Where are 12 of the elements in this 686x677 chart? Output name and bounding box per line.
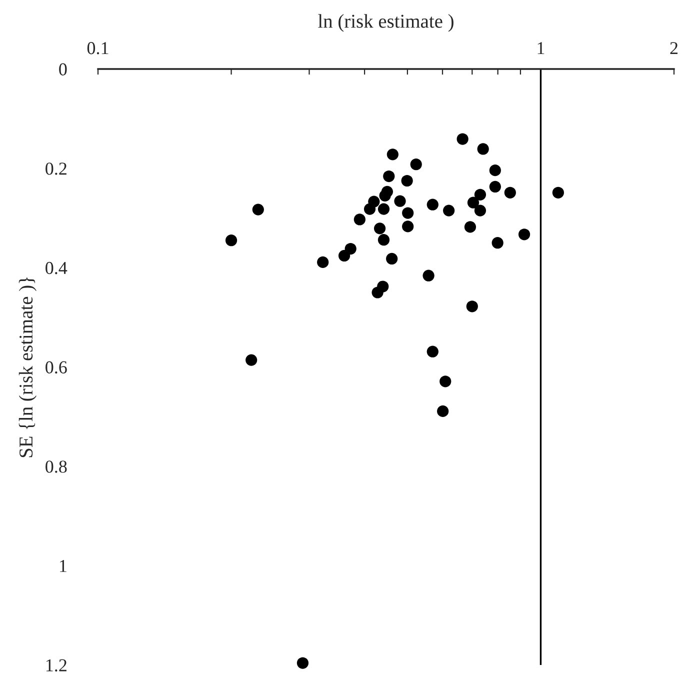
x-tick-label: 2 (670, 42, 678, 54)
y-tick-label: 0.6 (46, 361, 67, 374)
y-tick-label: 0.2 (46, 162, 66, 175)
x-axis-title: ln (risk estimate ) (318, 14, 454, 32)
y-tick-label: 0.8 (46, 460, 67, 473)
y-tick-label: 1.2 (46, 659, 66, 672)
y-tick-label: 0 (59, 63, 67, 76)
x-tick-label: 1 (538, 42, 544, 54)
y-axis-title: SE {ln (risk estimate )} (18, 277, 37, 458)
x-tick-label: 0.1 (87, 42, 108, 54)
y-tick-label: 1 (60, 560, 66, 572)
y-tick-label: 0.4 (46, 262, 68, 274)
